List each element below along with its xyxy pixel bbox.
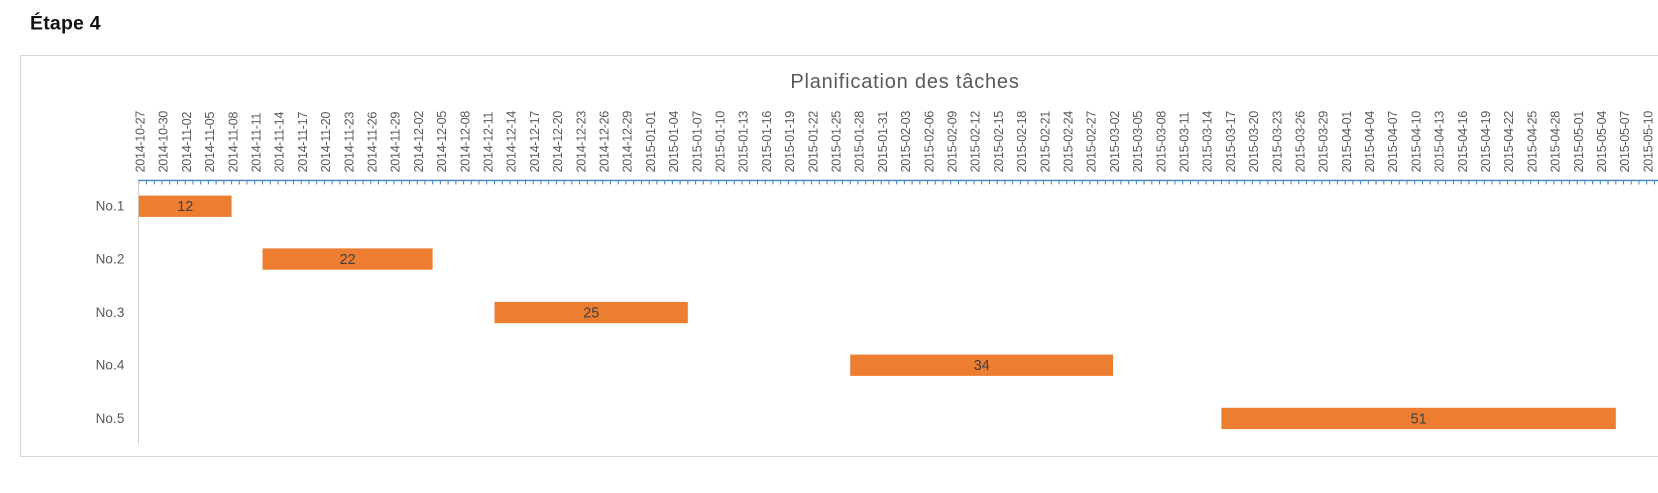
svg-text:2015-02-03: 2015-02-03 [899, 111, 913, 173]
svg-text:No.4: No.4 [96, 358, 125, 373]
svg-text:No.2: No.2 [96, 252, 125, 267]
svg-text:2015-04-10: 2015-04-10 [1409, 111, 1423, 173]
svg-text:2015-04-01: 2015-04-01 [1340, 111, 1354, 173]
svg-text:2014-11-11: 2014-11-11 [250, 113, 264, 173]
svg-text:2015-02-06: 2015-02-06 [922, 111, 936, 173]
svg-text:2015-02-27: 2015-02-27 [1085, 111, 1099, 173]
svg-text:2015-03-08: 2015-03-08 [1154, 111, 1168, 173]
svg-text:2015-04-25: 2015-04-25 [1525, 111, 1539, 173]
svg-text:2015-01-01: 2015-01-01 [644, 111, 658, 173]
svg-text:Étape 4: Étape 4 [30, 12, 101, 35]
svg-text:2015-01-28: 2015-01-28 [853, 111, 867, 173]
svg-text:2014-11-14: 2014-11-14 [273, 112, 287, 173]
svg-text:2015-03-02: 2015-03-02 [1108, 111, 1122, 173]
svg-text:2015-01-04: 2015-01-04 [667, 111, 681, 173]
svg-text:2015-05-07: 2015-05-07 [1618, 111, 1632, 173]
svg-text:2015-03-23: 2015-03-23 [1270, 111, 1284, 173]
svg-text:2015-03-17: 2015-03-17 [1224, 111, 1238, 173]
svg-text:2014-12-08: 2014-12-08 [458, 111, 472, 173]
svg-text:22: 22 [340, 252, 356, 268]
svg-text:2015-02-18: 2015-02-18 [1015, 111, 1029, 173]
svg-text:2015-03-14: 2015-03-14 [1201, 111, 1215, 173]
svg-text:No.5: No.5 [96, 411, 125, 426]
svg-text:2015-04-28: 2015-04-28 [1549, 111, 1563, 173]
svg-text:2014-12-02: 2014-12-02 [412, 111, 426, 173]
svg-text:2014-12-20: 2014-12-20 [551, 111, 565, 173]
svg-text:2015-02-21: 2015-02-21 [1038, 111, 1052, 173]
svg-text:2015-01-19: 2015-01-19 [783, 111, 797, 173]
svg-text:2015-01-13: 2015-01-13 [737, 111, 751, 173]
svg-text:2014-12-11: 2014-12-11 [482, 112, 496, 173]
svg-text:2015-05-10: 2015-05-10 [1641, 111, 1655, 173]
svg-text:2014-12-05: 2014-12-05 [435, 111, 449, 173]
svg-text:2014-11-02: 2014-11-02 [180, 112, 194, 173]
svg-text:2014-10-30: 2014-10-30 [157, 111, 171, 173]
svg-text:2015-03-11: 2015-03-11 [1178, 112, 1192, 173]
svg-text:2014-12-17: 2014-12-17 [528, 111, 542, 173]
svg-text:2015-03-05: 2015-03-05 [1131, 111, 1145, 173]
svg-text:2014-11-23: 2014-11-23 [342, 112, 356, 173]
svg-text:2014-12-26: 2014-12-26 [598, 111, 612, 173]
svg-text:25: 25 [583, 306, 599, 322]
svg-text:2015-03-26: 2015-03-26 [1294, 111, 1308, 173]
svg-text:2015-04-13: 2015-04-13 [1433, 111, 1447, 173]
svg-text:2015-04-22: 2015-04-22 [1502, 111, 1516, 173]
svg-text:2015-04-16: 2015-04-16 [1456, 111, 1470, 173]
svg-text:2014-11-05: 2014-11-05 [203, 112, 217, 173]
svg-text:Planification des tâches: Planification des tâches [790, 71, 1019, 93]
svg-text:2015-01-07: 2015-01-07 [690, 111, 704, 173]
svg-text:2015-01-31: 2015-01-31 [876, 111, 890, 173]
svg-text:No.1: No.1 [96, 199, 125, 214]
svg-text:2015-03-20: 2015-03-20 [1247, 111, 1261, 173]
svg-text:34: 34 [974, 358, 990, 374]
svg-text:12: 12 [177, 199, 193, 215]
svg-text:2015-03-29: 2015-03-29 [1317, 111, 1331, 173]
svg-text:2015-01-22: 2015-01-22 [806, 111, 820, 173]
svg-text:2015-01-16: 2015-01-16 [760, 111, 774, 173]
svg-text:2015-04-19: 2015-04-19 [1479, 111, 1493, 173]
svg-text:2014-11-29: 2014-11-29 [389, 112, 403, 173]
svg-text:2015-04-04: 2015-04-04 [1363, 111, 1377, 173]
svg-text:2015-05-01: 2015-05-01 [1572, 111, 1586, 173]
svg-text:2014-11-17: 2014-11-17 [296, 112, 310, 173]
svg-text:2014-11-20: 2014-11-20 [319, 112, 333, 173]
svg-text:2015-02-15: 2015-02-15 [992, 111, 1006, 173]
svg-text:No.3: No.3 [96, 305, 125, 320]
svg-text:2014-10-27: 2014-10-27 [134, 111, 148, 173]
svg-text:2015-05-04: 2015-05-04 [1595, 111, 1609, 173]
svg-text:2015-02-24: 2015-02-24 [1062, 111, 1076, 173]
svg-text:2014-12-23: 2014-12-23 [574, 111, 588, 173]
svg-text:2014-12-29: 2014-12-29 [621, 111, 635, 173]
svg-text:2015-02-12: 2015-02-12 [969, 111, 983, 173]
svg-text:2015-01-10: 2015-01-10 [714, 111, 728, 173]
svg-text:2014-11-26: 2014-11-26 [366, 112, 380, 173]
svg-text:2015-04-07: 2015-04-07 [1386, 111, 1400, 173]
svg-text:2015-02-09: 2015-02-09 [946, 111, 960, 173]
svg-text:2014-11-08: 2014-11-08 [226, 112, 240, 173]
svg-text:51: 51 [1411, 411, 1427, 427]
svg-text:2014-12-14: 2014-12-14 [505, 111, 519, 173]
svg-text:2015-01-25: 2015-01-25 [830, 111, 844, 173]
